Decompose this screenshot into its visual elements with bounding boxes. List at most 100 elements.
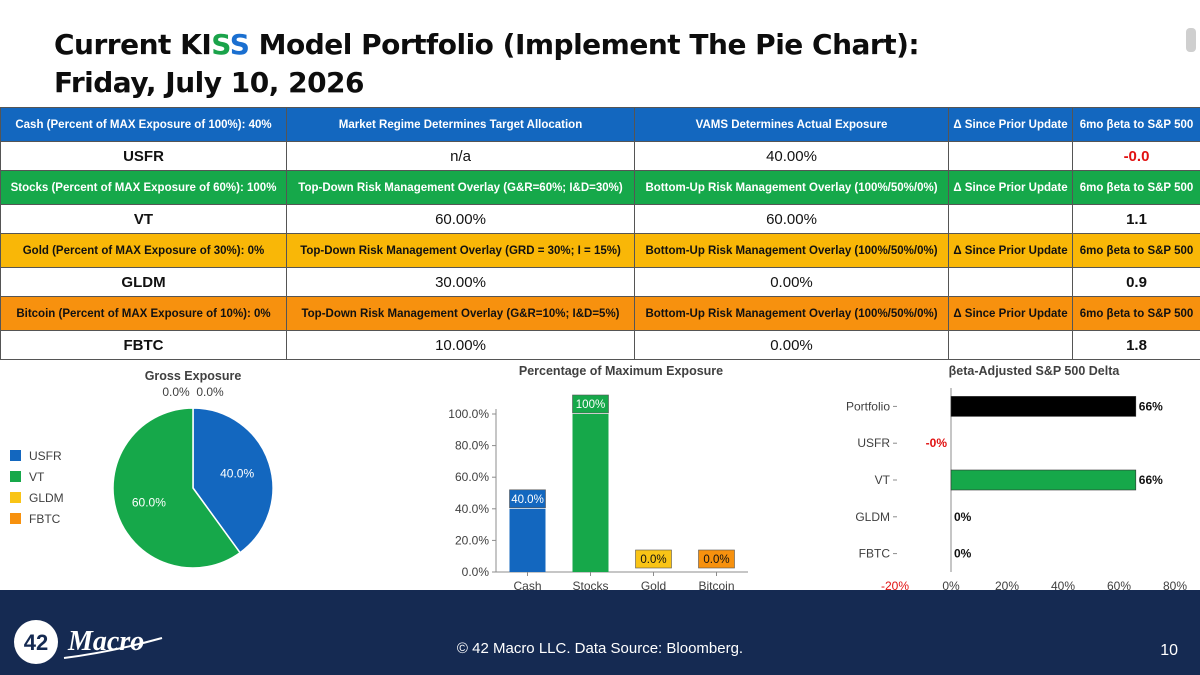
delta-bar-vt (950, 469, 1137, 491)
pie-slice-vt (112, 407, 242, 569)
x-tick-label: 80% (1163, 579, 1187, 593)
table-header-cell: Bottom-Up Risk Management Overlay (100%/… (634, 170, 949, 205)
pie-slice-usfr (192, 407, 274, 554)
bar-chart-title: Percentage of Maximum Exposure (519, 364, 723, 378)
table-cell-delta (948, 141, 1073, 171)
table-header-cell: Bitcoin (Percent of MAX Exposure of 10%)… (0, 296, 287, 331)
svg-text:42: 42 (24, 630, 48, 655)
y-tick-label: 60.0% (455, 470, 489, 484)
table-header-cell: 6mo βeta to S&P 500 (1072, 296, 1200, 331)
table-row: GLDM 30.00% 0.00% 0.9 (0, 267, 1200, 297)
table-header-cell: Bottom-Up Risk Management Overlay (100%/… (634, 296, 949, 331)
x-tick-label: 0% (942, 579, 960, 593)
table-row: VT 60.00% 60.00% 1.1 (0, 204, 1200, 234)
bar-data-label: 40.0% (511, 494, 544, 506)
pie-data-label: 60.0% (132, 495, 166, 509)
legend-swatch (10, 471, 21, 482)
page-number: 10 (1160, 642, 1178, 659)
y-tick-label: 80.0% (455, 439, 489, 453)
legend-swatch (10, 513, 21, 524)
x-tick-label: -20% (881, 579, 909, 593)
y-tick-label: 100.0% (448, 407, 489, 421)
table-header-cell: Gold (Percent of MAX Exposure of 30%): 0… (0, 233, 287, 268)
table-cell-ticker: VT (0, 204, 287, 234)
footer: 42 Macro © 42 Macro LLC. Data Source: Bl… (0, 590, 1200, 675)
y-category-label: USFR (857, 436, 890, 450)
table-cell-beta: 0.9 (1072, 267, 1200, 297)
table-header-cell: Δ Since Prior Update (948, 170, 1073, 205)
table-header-cell: Top-Down Risk Management Overlay (G&R=60… (286, 170, 635, 205)
table-header-row: Bitcoin (Percent of MAX Exposure of 10%)… (0, 296, 1200, 331)
beta-delta-bar-chart: βeta-Adjusted S&P 500 Delta -20% 0% 20% 40%… (846, 364, 1187, 593)
bar-cash (509, 508, 546, 572)
table-cell-actual: 0.00% (634, 267, 949, 297)
y-category-label: GLDM (855, 510, 890, 524)
table-cell-delta (948, 330, 1073, 360)
table-cell-delta (948, 267, 1073, 297)
table-cell-ticker: FBTC (0, 330, 287, 360)
table-header-cell: Δ Since Prior Update (948, 107, 1073, 142)
legend-label: GLDM (29, 491, 64, 505)
table-header-cell: Bottom-Up Risk Management Overlay (100%/… (634, 233, 949, 268)
table-header-cell: VAMS Determines Actual Exposure (634, 107, 949, 142)
y-category-label: FBTC (859, 547, 891, 561)
title-line-1: Current KISS Model Portfolio (Implement … (54, 28, 920, 61)
bar-stocks (572, 414, 609, 572)
table-cell-beta: -0.0 (1072, 141, 1200, 171)
bar-data-label: 0.0% (640, 554, 666, 566)
table-header-cell: 6mo βeta to S&P 500 (1072, 170, 1200, 205)
table-header-cell: Δ Since Prior Update (948, 233, 1073, 268)
delta-bar-portfolio (950, 396, 1137, 417)
table-cell-target: 10.00% (286, 330, 635, 360)
y-tick-label: 20.0% (455, 533, 489, 547)
delta-chart-title: βeta-Adjusted S&P 500 Delta (949, 364, 1121, 378)
x-tick-label: 20% (995, 579, 1019, 593)
table-cell-ticker: GLDM (0, 267, 287, 297)
table-cell-ticker: USFR (0, 141, 287, 171)
bar-data-label-box (572, 394, 609, 414)
x-tick-label: 60% (1107, 579, 1131, 593)
copyright-text: © 42 Macro LLC. Data Source: Bloomberg. (456, 640, 744, 657)
table-cell-actual: 60.00% (634, 204, 949, 234)
x-tick-label: Gold (641, 579, 666, 593)
legend-swatch (10, 492, 21, 503)
legend-swatch (10, 450, 21, 461)
pie-data-label: 0.0% (162, 385, 190, 399)
max-exposure-bar-chart: Percentage of Maximum Exposure 0.0% 20.0%… (448, 364, 748, 593)
table-row: USFR n/a 40.00% -0.0 (0, 141, 1200, 171)
table-cell-beta: 1.8 (1072, 330, 1200, 360)
table-cell-beta: 1.1 (1072, 204, 1200, 234)
legend-label: USFR (29, 449, 62, 463)
table-header-cell: 6mo βeta to S&P 500 (1072, 233, 1200, 268)
bar-data-label-box (509, 489, 546, 509)
portfolio-table: Cash (Percent of MAX Exposure of 100%): … (0, 107, 1200, 360)
delta-data-label: 66% (1139, 473, 1163, 487)
y-tick-label: 0.0% (462, 565, 490, 579)
table-header-row: Cash (Percent of MAX Exposure of 100%): … (0, 107, 1200, 142)
table-header-cell: Market Regime Determines Target Allocati… (286, 107, 635, 142)
bar-data-label-box (698, 549, 735, 569)
table-row: FBTC 10.00% 0.00% 1.8 (0, 330, 1200, 360)
table-header-cell: Cash (Percent of MAX Exposure of 100%): … (0, 107, 287, 142)
legend-label: FBTC (29, 512, 61, 526)
x-tick-label: Cash (513, 579, 541, 593)
table-header-cell: Top-Down Risk Management Overlay (G&R=10… (286, 296, 635, 331)
table-header-cell: Stocks (Percent of MAX Exposure of 60%):… (0, 170, 287, 205)
title-line-2: Friday, July 10, 2026 (54, 66, 365, 99)
scrollbar-thumb[interactable] (1186, 28, 1196, 52)
bar-data-label: 0.0% (703, 554, 729, 566)
x-tick-label: 40% (1051, 579, 1075, 593)
42-macro-logo: 42 Macro (14, 620, 163, 664)
table-cell-actual: 0.00% (634, 330, 949, 360)
legend-label: VT (29, 470, 45, 484)
table-cell-delta (948, 204, 1073, 234)
pie-chart-title: Gross Exposure (145, 369, 242, 383)
table-cell-target: n/a (286, 141, 635, 171)
pie-data-label: 0.0% (196, 385, 224, 399)
gross-exposure-pie-chart: Gross Exposure 40.0% 60.0% 0.0% 0.0% USFR VT… (10, 369, 274, 569)
x-tick-label: Stocks (572, 579, 608, 593)
delta-data-label: 66% (1139, 399, 1163, 413)
bar-data-label-box (635, 549, 672, 569)
table-cell-target: 30.00% (286, 267, 635, 297)
